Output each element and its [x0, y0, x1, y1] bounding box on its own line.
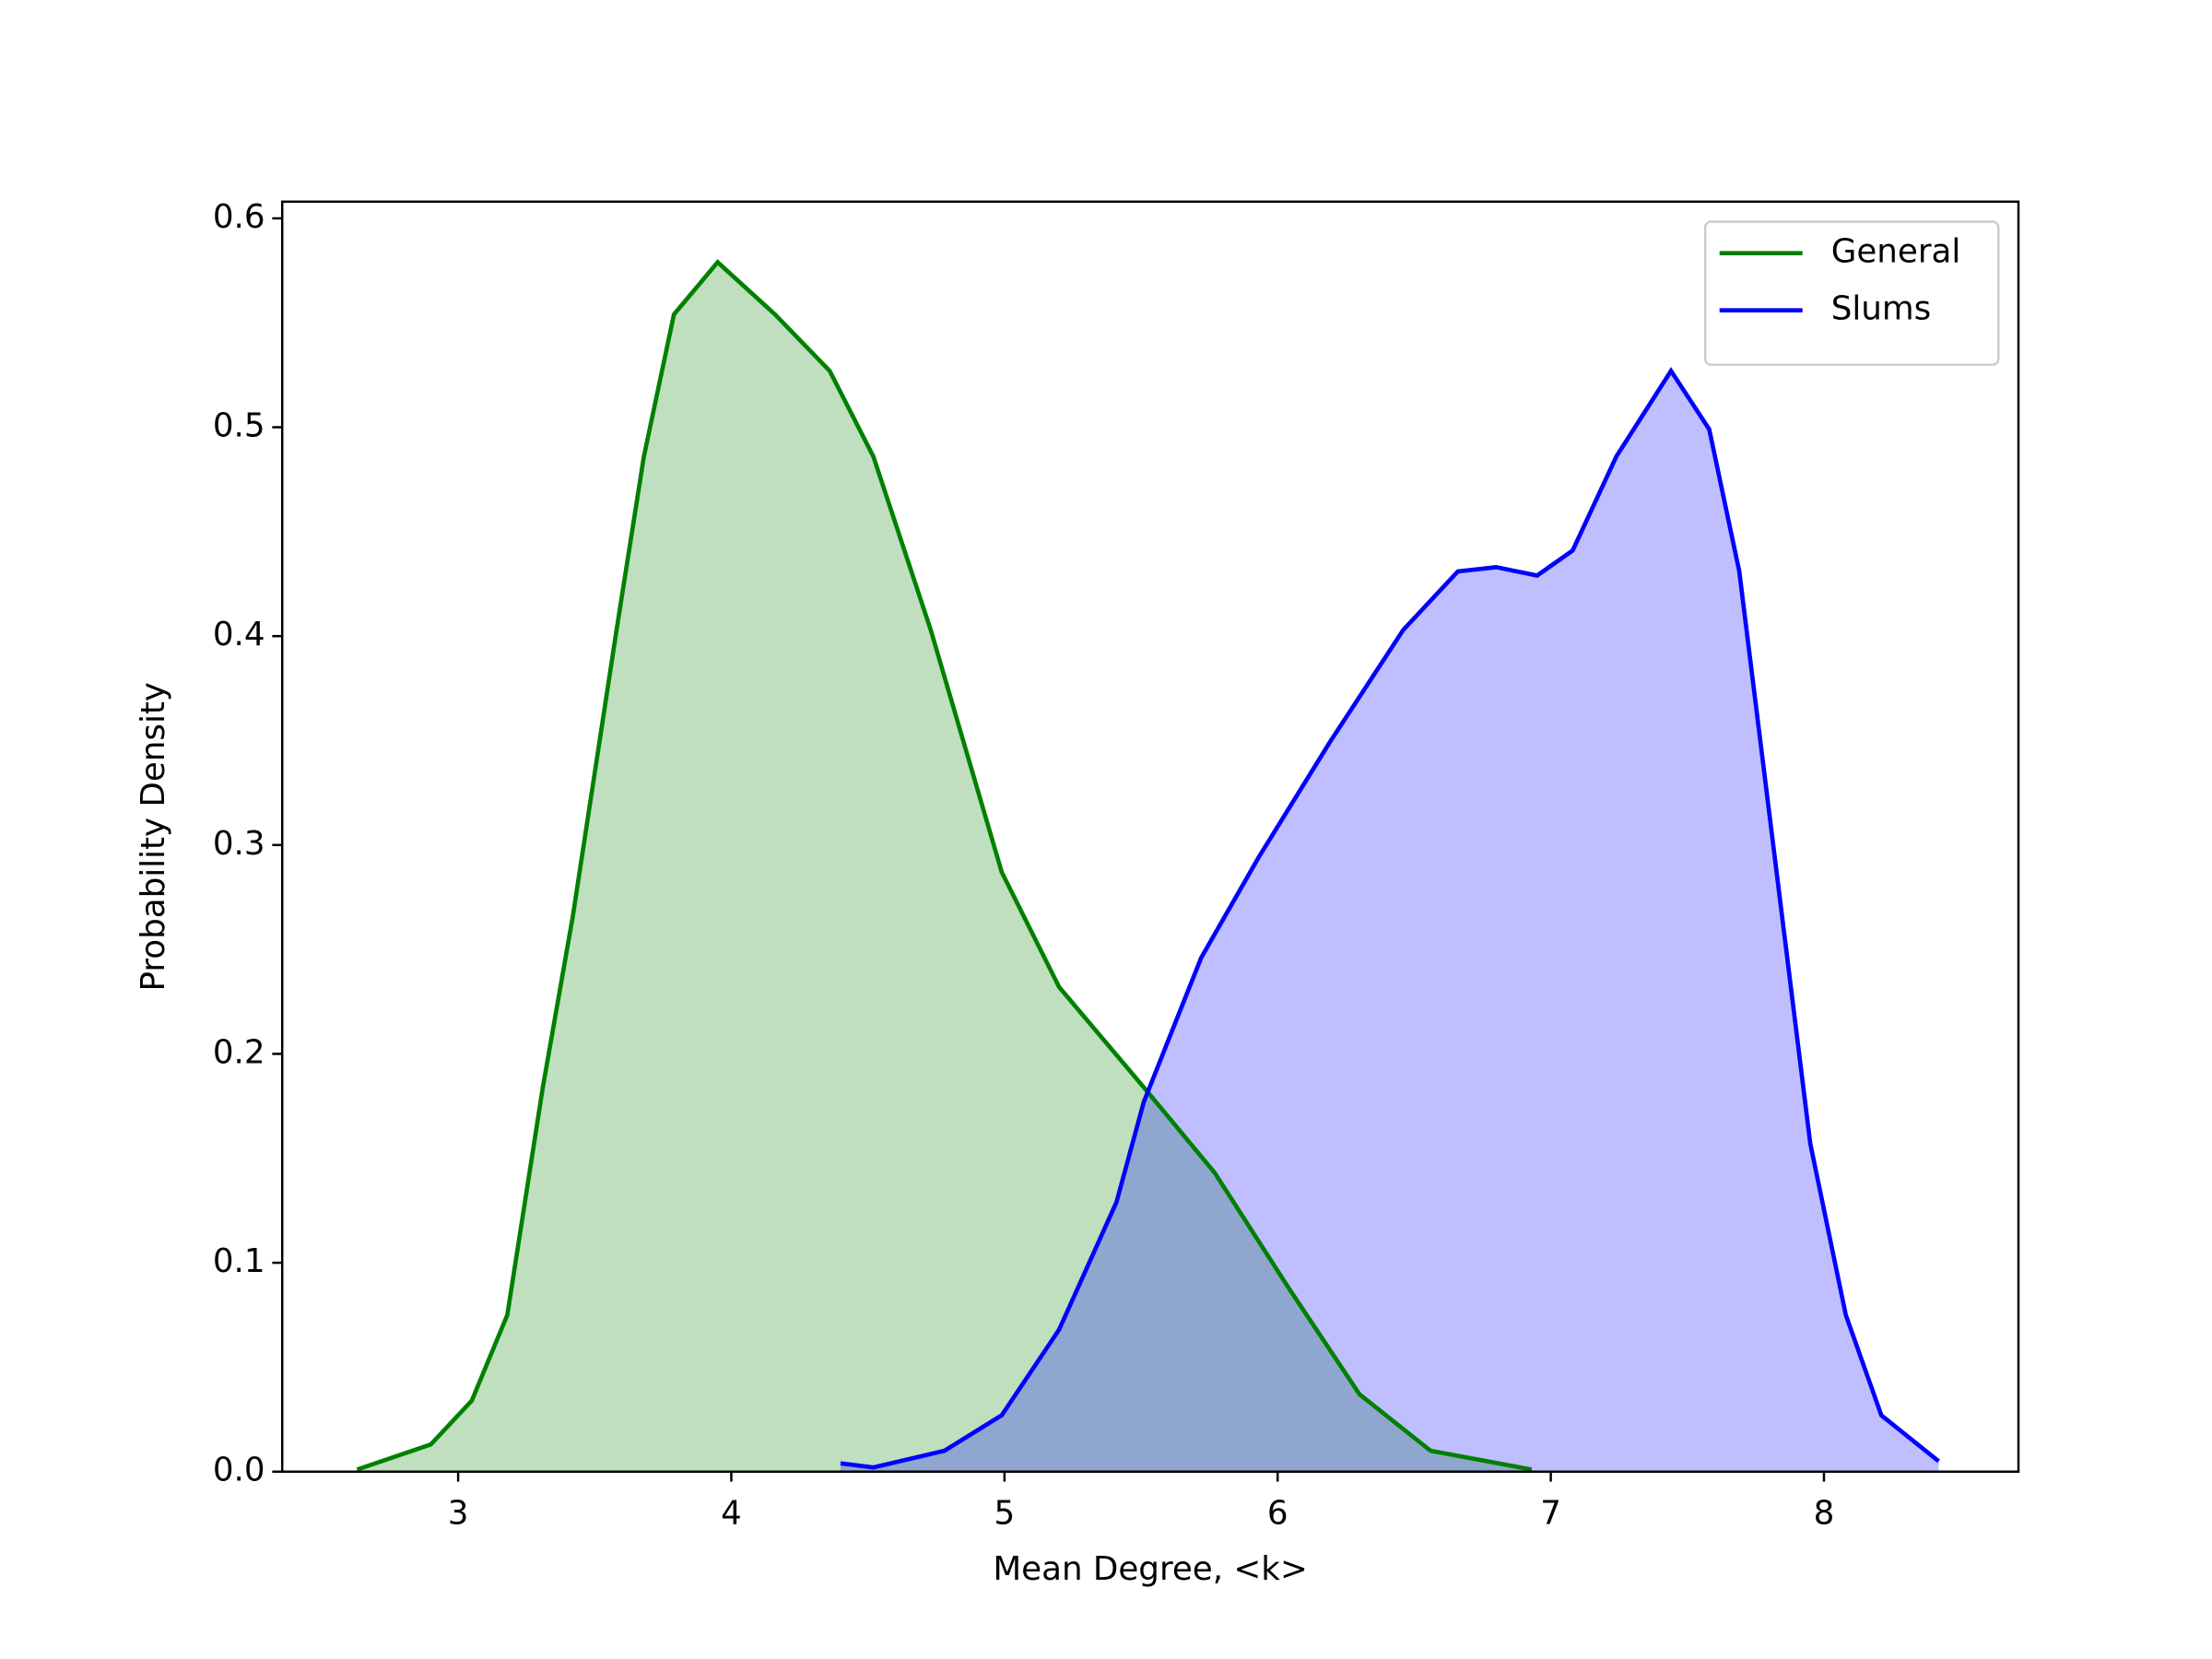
legend: General Slums — [1703, 220, 2000, 366]
y-tick-label: 0.6 — [213, 198, 265, 236]
x-tick-label: 3 — [448, 1494, 469, 1532]
area — [357, 262, 1532, 1472]
area — [841, 371, 1939, 1472]
legend-label: Slums — [1831, 290, 1932, 328]
x-tick-label: 7 — [1540, 1494, 1561, 1532]
line — [356, 259, 1533, 1472]
y-tick-label: 0.0 — [213, 1452, 265, 1489]
y-tick-label: 0.2 — [213, 1033, 265, 1071]
legend-label: General — [1831, 233, 1961, 271]
y-tick-label: 0.5 — [213, 407, 265, 445]
plot-frame — [280, 200, 2020, 1473]
y-tick-label: 0.3 — [213, 825, 265, 863]
x-tick-label: 5 — [994, 1494, 1015, 1532]
y-tick-label: 0.1 — [213, 1242, 265, 1280]
y-tick-label: 0.4 — [213, 616, 265, 653]
x-tick-label: 8 — [1814, 1494, 1835, 1532]
line — [840, 367, 1940, 1470]
legend-frame — [1703, 220, 2000, 366]
x-tick-label: 6 — [1267, 1494, 1288, 1532]
x-axis-label: Mean Degree, <k> — [993, 1550, 1307, 1588]
y-axis-label: Probability Density — [135, 682, 172, 992]
x-tick-label: 4 — [721, 1494, 742, 1532]
